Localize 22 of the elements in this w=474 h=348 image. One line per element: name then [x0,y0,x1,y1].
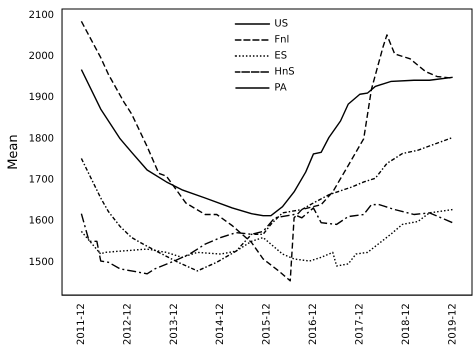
y-tick-label: 1700 [28,174,54,186]
y-tick-label: 1800 [28,133,54,144]
x-tick-label: 2012-12 [122,303,134,346]
y-tick-label: 1600 [28,216,54,227]
x-tick-label: 2016-12 [308,303,320,346]
x-tick-label: 2019-12 [447,303,458,346]
legend-label: US [274,18,288,30]
x-tick-label: 2013-12 [168,303,180,346]
x-tick-label: 2015-12 [262,303,273,346]
y-tick-label: 2100 [28,10,54,21]
legend-label: PA [274,82,287,94]
x-tick-label: 2011-12 [76,303,87,346]
x-tick-label: 2014-12 [215,303,226,346]
legend-label: HnS [274,66,295,78]
x-tick-label: 2017-12 [354,303,366,346]
x-tick-label: 2018-12 [400,303,412,346]
y-axis-title: Mean [6,134,22,170]
y-tick-label: 1900 [28,92,54,104]
legend-label: Fnl [274,34,290,46]
y-tick-label: 2000 [28,50,54,62]
legend-label: ES [274,50,288,62]
y-tick-label: 1500 [28,256,54,268]
